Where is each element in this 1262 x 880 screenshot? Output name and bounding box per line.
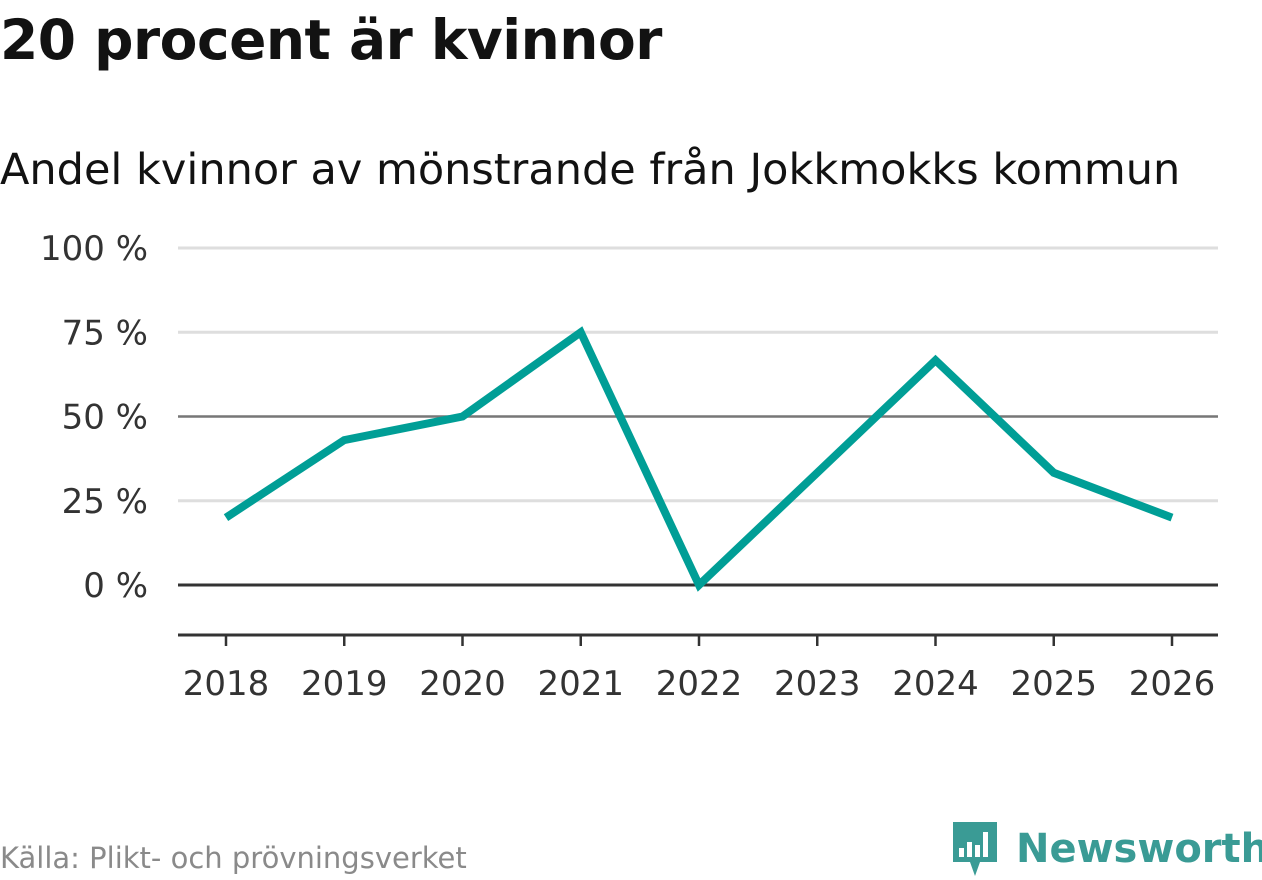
y-tick-label: 100 % (40, 229, 148, 269)
x-tick-label: 2026 (1129, 664, 1216, 704)
x-tick-label: 2020 (419, 664, 506, 704)
line-chart: 0 % 25 % 50 % 75 % 100 % 2018 2019 2020 2021 202… (40, 229, 1218, 704)
series-line (223, 326, 1174, 592)
x-tick-label: 2023 (774, 664, 861, 704)
x-tick-label: 2024 (892, 664, 979, 704)
gridlines (178, 246, 1218, 587)
chart-title: 20 procent är kvinnor (0, 8, 662, 72)
y-tick-label: 0 % (83, 566, 148, 606)
y-tick-label: 50 % (62, 398, 148, 438)
x-tick-label: 2019 (301, 664, 388, 704)
newsworthy-logo-icon (953, 822, 997, 876)
source-note: Källa: Plikt- och prövningsverket (0, 841, 467, 875)
brand-name: Newsworthy (1016, 826, 1262, 872)
x-tick-label: 2022 (656, 664, 743, 704)
x-tick-label: 2021 (537, 664, 624, 704)
x-tick-label: 2025 (1010, 664, 1097, 704)
y-tick-label: 75 % (62, 313, 148, 353)
series (223, 326, 1174, 592)
brand-logo: Newsworthy (950, 818, 1262, 880)
y-tick-label: 25 % (62, 482, 148, 522)
x-axis: 2018 2019 2020 2021 2022 2023 2024 2025 2026 (178, 633, 1218, 704)
y-axis: 0 % 25 % 50 % 75 % 100 % (40, 229, 148, 606)
x-tick-label: 2018 (183, 664, 270, 704)
chart-subtitle: Andel kvinnor av mönstrande från Jokkmok… (0, 145, 1181, 195)
